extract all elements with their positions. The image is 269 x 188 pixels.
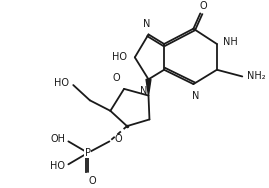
Polygon shape (146, 79, 151, 96)
Text: O: O (199, 1, 207, 11)
Text: P: P (85, 148, 91, 158)
Text: NH: NH (223, 37, 238, 47)
Text: O: O (114, 133, 122, 143)
Text: O: O (89, 176, 97, 186)
Text: N: N (143, 19, 150, 29)
Text: O: O (112, 73, 120, 83)
Text: HO: HO (112, 52, 127, 62)
Text: HO: HO (51, 161, 65, 171)
Text: N: N (192, 91, 199, 101)
Text: OH: OH (51, 134, 65, 145)
Text: HO: HO (54, 78, 69, 88)
Text: N: N (140, 86, 147, 96)
Text: NH₂: NH₂ (247, 71, 266, 81)
